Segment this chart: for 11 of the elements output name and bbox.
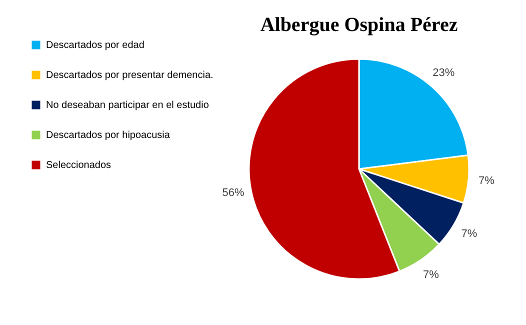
data-label: 7%: [478, 175, 495, 188]
data-label: 56%: [222, 186, 244, 199]
legend-label: Descartados por edad: [46, 40, 144, 51]
chart-title: Albergue Ospina Pérez: [260, 14, 458, 36]
legend-label: Descartados por presentar demencia.: [46, 70, 214, 81]
data-label: 7%: [461, 228, 478, 240]
data-label: 7%: [422, 268, 440, 281]
legend-label: Descartados por hipoacusia: [46, 130, 170, 141]
data-label: 23%: [432, 66, 455, 79]
legend-label: Seleccionados: [46, 160, 112, 171]
legend-label: No deseaban participar en el estudio: [46, 100, 210, 111]
